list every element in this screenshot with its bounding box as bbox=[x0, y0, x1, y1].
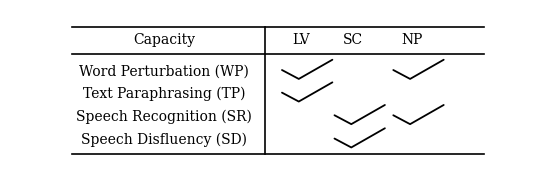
Text: SC: SC bbox=[343, 33, 364, 47]
Text: Text Paraphrasing (TP): Text Paraphrasing (TP) bbox=[83, 87, 246, 101]
Text: Speech Recognition (SR): Speech Recognition (SR) bbox=[76, 109, 252, 124]
Text: NP: NP bbox=[402, 33, 423, 47]
Text: Speech Disfluency (SD): Speech Disfluency (SD) bbox=[81, 133, 247, 147]
Text: Word Perturbation (WP): Word Perturbation (WP) bbox=[80, 64, 249, 78]
Text: Capacity: Capacity bbox=[133, 33, 195, 47]
Text: LV: LV bbox=[292, 33, 309, 47]
